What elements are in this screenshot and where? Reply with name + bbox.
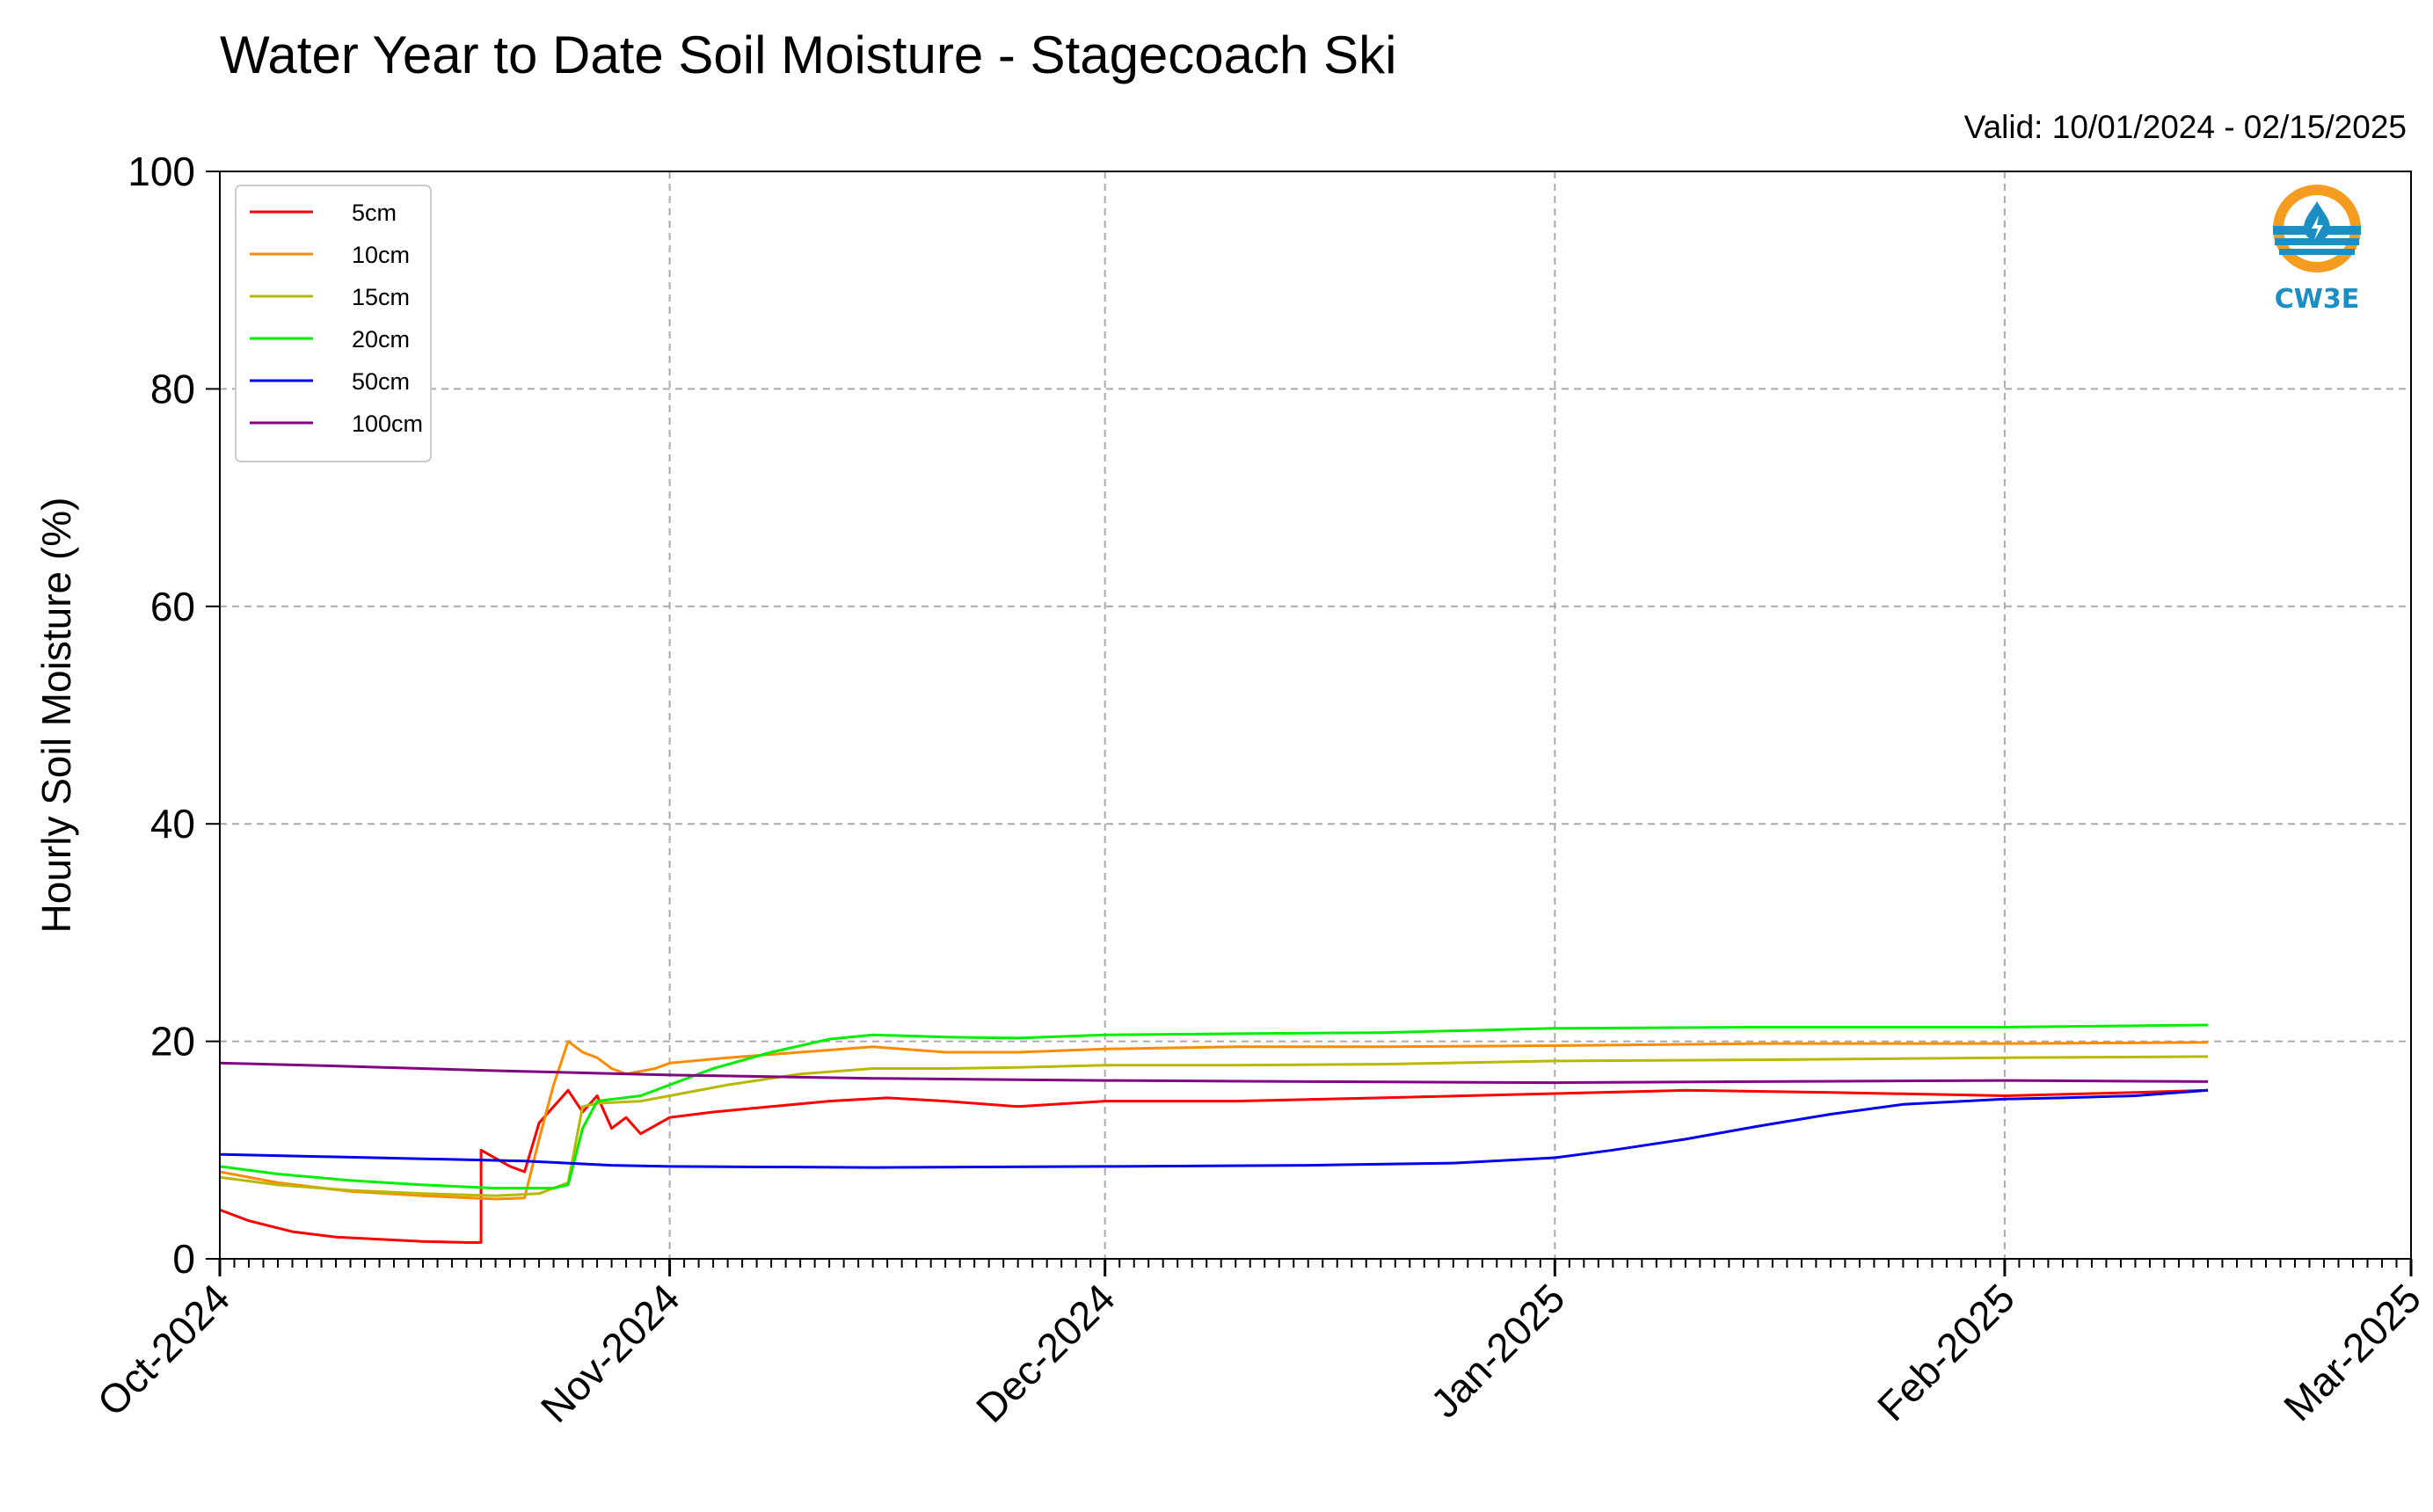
series-line-20cm: [219, 1023, 2209, 1190]
legend-label: 20cm: [352, 326, 410, 353]
y-axis-label: Hourly Soil Moisture (%): [33, 498, 79, 934]
series-line-100cm: [219, 1061, 2209, 1085]
axis-layer: 0 20 40 60 80 100 Oct-2024 Nov-2024 Dec-2024 Jan-…: [89, 149, 2430, 1431]
series-layer: [219, 1023, 2209, 1244]
legend-label: 50cm: [352, 368, 410, 395]
series-line-10cm: [219, 1040, 2209, 1201]
x-tick-label: Dec-2024: [967, 1275, 1124, 1431]
y-tick-label: 100: [127, 149, 195, 194]
legend: 5cm 10cm 15cm 20cm 50cm 100cm: [235, 185, 432, 462]
legend-label: 15cm: [352, 284, 410, 310]
y-tick-label: 60: [150, 584, 195, 629]
valid-date-range: Valid: 10/01/2024 - 02/15/2025: [1963, 109, 2407, 145]
legend-label: 100cm: [352, 411, 423, 437]
grid-layer: [220, 171, 2411, 1259]
y-tick-label: 20: [150, 1019, 195, 1065]
x-tick-label: Oct-2024: [89, 1275, 239, 1425]
legend-label: 10cm: [352, 242, 410, 268]
y-tick-label: 40: [150, 801, 195, 847]
y-tick-label: 80: [150, 366, 195, 411]
x-tick-label: Mar-2025: [2275, 1275, 2429, 1429]
cw3e-logo-text: CW3E: [2274, 284, 2360, 315]
x-tick-label: Jan-2025: [1422, 1275, 1573, 1426]
x-tick-label: Feb-2025: [1868, 1275, 2023, 1429]
cw3e-water-drop-icon: [2273, 185, 2361, 273]
x-tick-label: Nov-2024: [532, 1275, 688, 1431]
cw3e-logo: CW3E: [2260, 180, 2374, 321]
plot-frame: [219, 171, 2412, 1260]
series-line-15cm: [219, 1055, 2209, 1197]
legend-label: 5cm: [352, 200, 397, 226]
series-line-5cm: [219, 1088, 2209, 1244]
series-line-50cm: [219, 1088, 2209, 1169]
y-tick-label: 0: [172, 1236, 195, 1282]
chart-title: Water Year to Date Soil Moisture - Stage…: [220, 25, 1397, 84]
